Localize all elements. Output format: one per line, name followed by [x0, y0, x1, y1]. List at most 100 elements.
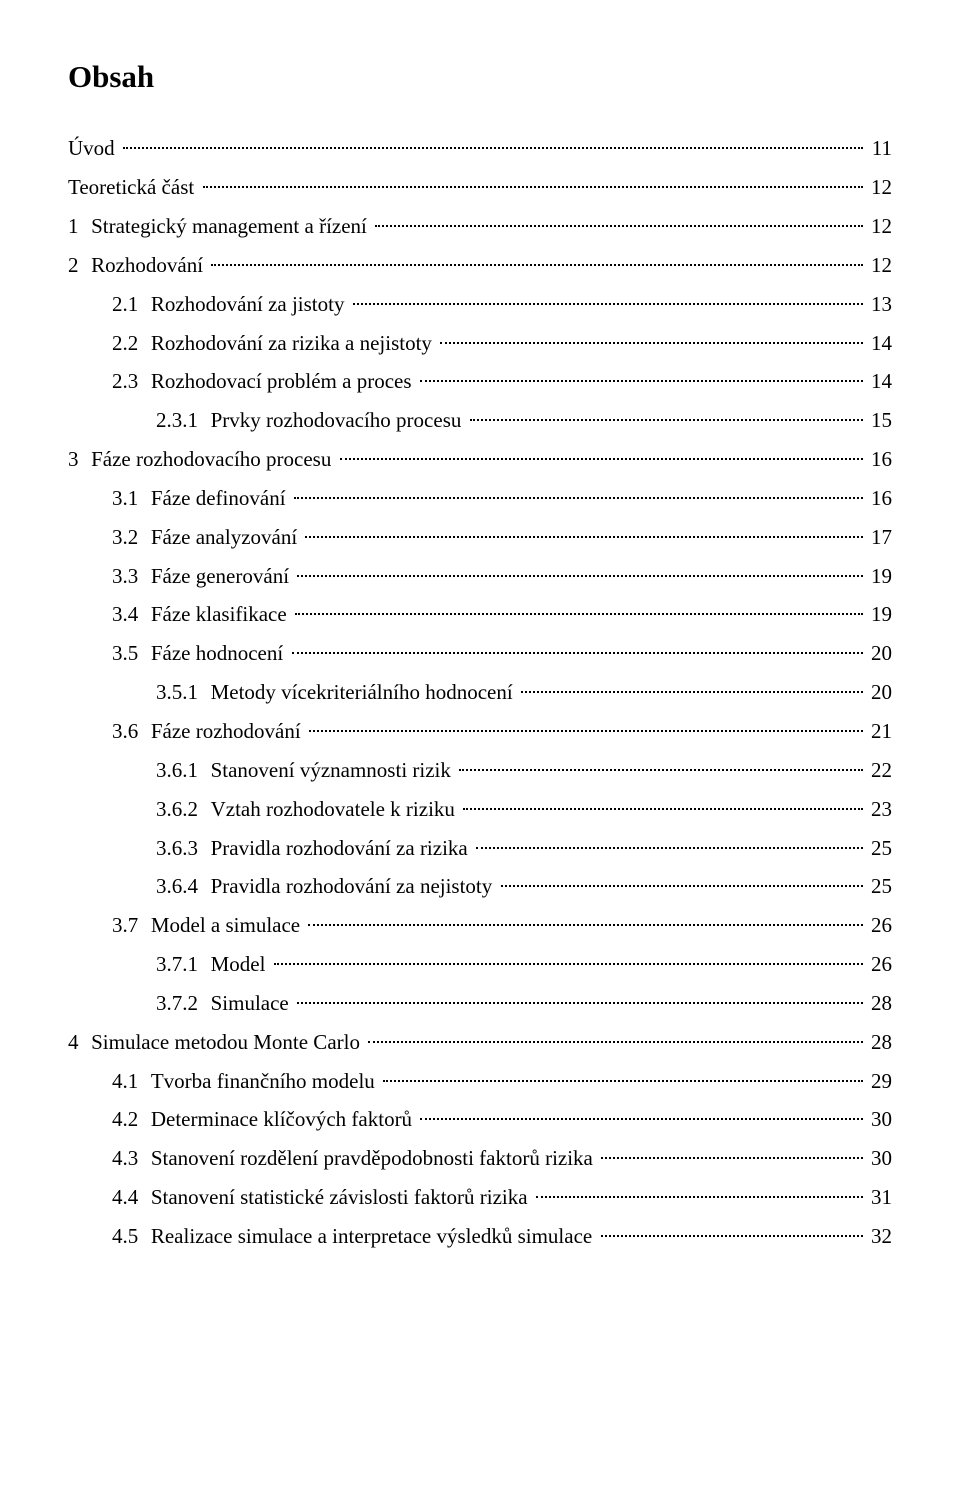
toc-entry-number: 3.6 [112, 712, 151, 751]
toc-entry[interactable]: 2.1Rozhodování za jistoty13 [68, 285, 892, 324]
toc-entry-number: 3.1 [112, 479, 151, 518]
toc-entry-label: Model [211, 945, 272, 984]
toc-entry-page: 30 [865, 1139, 892, 1178]
toc-entry-label: Tvorba finančního modelu [151, 1062, 381, 1101]
toc-entry-number: 2.3.1 [156, 401, 211, 440]
toc-entry-number: 3 [68, 440, 91, 479]
toc-leader-dots [211, 264, 862, 266]
toc-entry-label: Fáze rozhodovacího procesu [91, 440, 338, 479]
toc-leader-dots [420, 380, 863, 382]
toc-entry[interactable]: 4.3Stanovení rozdělení pravděpodobnosti … [68, 1139, 892, 1178]
toc-leader-dots [123, 147, 864, 149]
toc-entry[interactable]: 3.6Fáze rozhodování21 [68, 712, 892, 751]
toc-entry-page: 30 [865, 1100, 892, 1139]
toc-leader-dots [340, 458, 863, 460]
toc-entry[interactable]: 2.3Rozhodovací problém a proces 14 [68, 362, 892, 401]
toc-leader-dots [459, 769, 863, 771]
toc-entry-label: Metody vícekriteriálního hodnocení [211, 673, 519, 712]
toc-leader-dots [368, 1041, 862, 1043]
toc-entry-page: 14 [865, 362, 892, 401]
toc-entry-page: 28 [865, 1023, 892, 1062]
toc-leader-dots [601, 1235, 863, 1237]
toc-leader-dots [440, 342, 862, 344]
toc-entry[interactable]: 4.4Stanovení statistické závislosti fakt… [68, 1178, 892, 1217]
toc-entry[interactable]: 4Simulace metodou Monte Carlo 28 [68, 1023, 892, 1062]
toc-entry-label: Rozhodovací problém a proces [151, 362, 418, 401]
toc-entry-number: 3.6.3 [156, 829, 211, 868]
table-of-contents: Úvod11Teoretická část121Strategický mana… [68, 129, 892, 1255]
toc-leader-dots [292, 652, 863, 654]
toc-entry-number: 1 [68, 207, 91, 246]
toc-entry-page: 17 [865, 518, 892, 557]
toc-leader-dots [297, 575, 862, 577]
toc-entry-number: 4.2 [112, 1100, 151, 1139]
toc-entry-page: 20 [865, 634, 892, 673]
toc-entry[interactable]: 3.6.1Stanovení významnosti rizik22 [68, 751, 892, 790]
toc-leader-dots [294, 497, 863, 499]
toc-entry-number: 2.3 [112, 362, 151, 401]
toc-entry[interactable]: 3.6.2Vztah rozhodovatele k riziku23 [68, 790, 892, 829]
toc-entry-label: Simulace metodou Monte Carlo [91, 1023, 366, 1062]
toc-entry-label: Rozhodování [91, 246, 209, 285]
toc-entry-number: 4.3 [112, 1139, 151, 1178]
toc-entry[interactable]: 2.2Rozhodování za rizika a nejistoty14 [68, 324, 892, 363]
toc-entry-page: 22 [865, 751, 892, 790]
toc-entry[interactable]: 3.7Model a simulace26 [68, 906, 892, 945]
toc-entry[interactable]: Teoretická část12 [68, 168, 892, 207]
toc-leader-dots [308, 924, 862, 926]
toc-entry-label: Stanovení významnosti rizik [211, 751, 458, 790]
toc-entry[interactable]: 3.6.3Pravidla rozhodování za rizika25 [68, 829, 892, 868]
toc-entry-label: Fáze hodnocení [151, 634, 290, 673]
toc-entry-page: 12 [865, 246, 892, 285]
toc-entry[interactable]: 3.7.1Model26 [68, 945, 892, 984]
toc-entry-label: Prvky rozhodovacího procesu [211, 401, 468, 440]
toc-entry-page: 25 [865, 829, 892, 868]
toc-leader-dots [470, 419, 863, 421]
toc-entry-number: 2.2 [112, 324, 151, 363]
toc-entry-page: 11 [865, 129, 892, 168]
toc-leader-dots [375, 225, 863, 227]
toc-entry[interactable]: Úvod 11 [68, 129, 892, 168]
toc-entry-page: 31 [865, 1178, 892, 1217]
toc-entry-number: 4.4 [112, 1178, 151, 1217]
toc-entry-page: 26 [865, 945, 892, 984]
toc-entry-label: Teoretická část [68, 168, 201, 207]
toc-leader-dots [305, 536, 862, 538]
toc-entry[interactable]: 3.7.2Simulace28 [68, 984, 892, 1023]
toc-entry-page: 20 [865, 673, 892, 712]
toc-entry[interactable]: 3.6.4Pravidla rozhodování za nejistoty25 [68, 867, 892, 906]
toc-entry[interactable]: 2.3.1Prvky rozhodovacího procesu 15 [68, 401, 892, 440]
toc-entry-number: 3.6.4 [156, 867, 211, 906]
toc-entry[interactable]: 3.4Fáze klasifikace19 [68, 595, 892, 634]
toc-entry[interactable]: 4.1Tvorba finančního modelu29 [68, 1062, 892, 1101]
toc-entry-page: 14 [865, 324, 892, 363]
toc-leader-dots [274, 963, 863, 965]
toc-entry-label: Úvod [68, 129, 121, 168]
toc-entry[interactable]: 3.1Fáze definování 16 [68, 479, 892, 518]
toc-entry-label: Determinace klíčových faktorů [151, 1100, 419, 1139]
toc-entry[interactable]: 3.3Fáze generování19 [68, 557, 892, 596]
toc-entry[interactable]: 3Fáze rozhodovacího procesu16 [68, 440, 892, 479]
toc-entry-label: Simulace [211, 984, 295, 1023]
toc-entry-number: 4 [68, 1023, 91, 1062]
toc-entry[interactable]: 1Strategický management a řízení12 [68, 207, 892, 246]
toc-leader-dots [297, 1002, 863, 1004]
toc-entry[interactable]: 3.2Fáze analyzování17 [68, 518, 892, 557]
toc-leader-dots [420, 1118, 862, 1120]
toc-leader-dots [295, 613, 863, 615]
toc-entry-page: 15 [865, 401, 892, 440]
toc-entry[interactable]: 3.5Fáze hodnocení20 [68, 634, 892, 673]
toc-entry-page: 16 [865, 479, 892, 518]
toc-entry[interactable]: 4.2Determinace klíčových faktorů 30 [68, 1100, 892, 1139]
toc-entry-label: Stanovení statistické závislosti faktorů… [151, 1178, 534, 1217]
toc-entry[interactable]: 2Rozhodování12 [68, 246, 892, 285]
toc-entry[interactable]: 3.5.1Metody vícekriteriálního hodnocení2… [68, 673, 892, 712]
page-title: Obsah [68, 48, 892, 105]
toc-leader-dots [309, 730, 863, 732]
toc-entry-label: Vztah rozhodovatele k riziku [211, 790, 462, 829]
toc-entry[interactable]: 4.5Realizace simulace a interpretace výs… [68, 1217, 892, 1256]
toc-leader-dots [203, 186, 863, 188]
toc-entry-page: 21 [865, 712, 892, 751]
toc-entry-label: Fáze definování [151, 479, 292, 518]
toc-entry-page: 13 [865, 285, 892, 324]
